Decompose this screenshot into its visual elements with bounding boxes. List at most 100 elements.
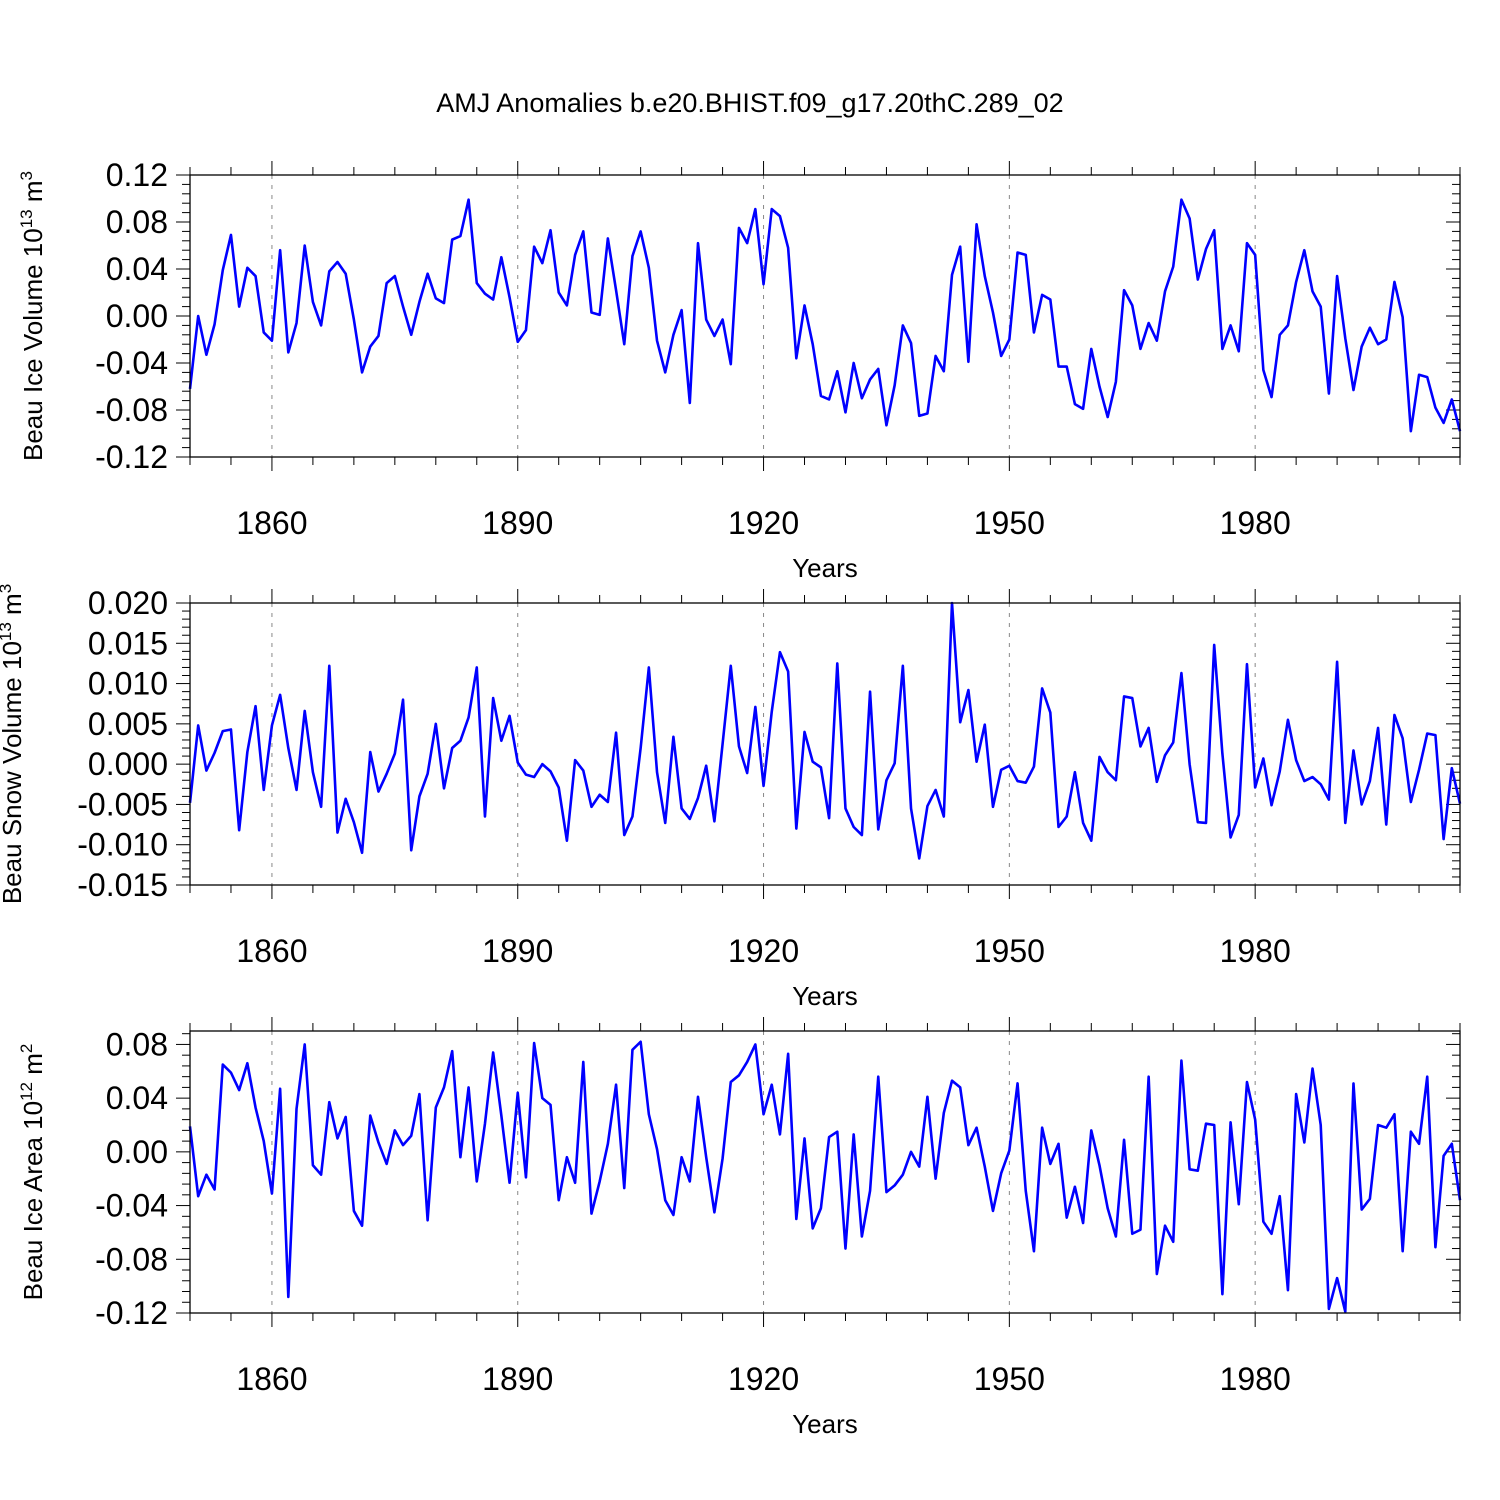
data-point <box>1197 821 1199 823</box>
data-point <box>1221 1293 1223 1295</box>
y-tick-label: 0.12 <box>106 157 168 193</box>
data-point <box>353 1210 355 1212</box>
data-point <box>213 752 215 754</box>
data-point <box>721 1157 723 1159</box>
data-point <box>1000 1172 1002 1174</box>
data-point <box>779 651 781 653</box>
data-point <box>230 1071 232 1073</box>
data-point <box>443 787 445 789</box>
data-point <box>869 1190 871 1192</box>
data-point <box>271 724 273 726</box>
data-point <box>1115 779 1117 781</box>
data-point <box>926 412 928 414</box>
data-point <box>566 839 568 841</box>
y-axis-label-ylabel-main: Beau Snow Volume 10 <box>0 641 27 904</box>
data-point <box>574 254 576 256</box>
data-point <box>525 1176 527 1178</box>
data-point <box>1106 1207 1108 1209</box>
data-point <box>353 821 355 823</box>
data-point <box>730 1081 732 1083</box>
data-point <box>1336 661 1338 663</box>
data-point <box>1164 290 1166 292</box>
data-point <box>648 267 650 269</box>
data-point <box>1426 732 1428 734</box>
data-point <box>738 227 740 229</box>
data-point <box>1246 242 1248 244</box>
data-point <box>844 1247 846 1249</box>
data-point <box>934 355 936 357</box>
y-tick-label: 0.08 <box>106 1026 168 1062</box>
x-tick-label: 1860 <box>236 933 307 969</box>
data-point <box>1180 198 1182 200</box>
data-point <box>828 1136 830 1138</box>
data-point <box>574 1182 576 1184</box>
data-point <box>1016 780 1018 782</box>
data-point <box>1016 251 1018 253</box>
data-point <box>1131 697 1133 699</box>
data-point <box>1385 1126 1387 1128</box>
data-point <box>508 1182 510 1184</box>
data-point <box>885 779 887 781</box>
data-point <box>1303 249 1305 251</box>
y-axis-label-ylabel-unit: m <box>18 180 48 209</box>
data-point <box>1246 663 1248 665</box>
data-point <box>1295 759 1297 761</box>
data-point <box>254 705 256 707</box>
data-point <box>1205 248 1207 250</box>
y-axis-label-ylabel-exp: 12 <box>17 1082 36 1101</box>
data-point <box>476 282 478 284</box>
data-point <box>951 274 953 276</box>
x-tick-label: 1950 <box>974 505 1045 541</box>
data-point <box>631 1049 633 1051</box>
data-point <box>492 1051 494 1053</box>
data-point <box>1025 781 1027 783</box>
y-axis-label-ylabel-unit: m <box>18 1053 48 1082</box>
data-point <box>222 730 224 732</box>
series-line-1 <box>190 200 1460 431</box>
data-point <box>1041 1126 1043 1128</box>
data-point <box>631 255 633 257</box>
data-point <box>713 820 715 822</box>
data-point <box>1369 1198 1371 1200</box>
data-point <box>738 1074 740 1076</box>
data-point <box>1295 281 1297 283</box>
data-point <box>828 398 830 400</box>
data-point <box>582 769 584 771</box>
data-point <box>377 1141 379 1143</box>
data-point <box>1213 1124 1215 1126</box>
data-point <box>1328 798 1330 800</box>
x-axis-label: Years <box>792 981 858 1011</box>
data-point <box>1328 1308 1330 1310</box>
y-tick-label: -0.04 <box>95 345 168 381</box>
data-point <box>1418 769 1420 771</box>
data-point <box>844 411 846 413</box>
data-point <box>648 1113 650 1115</box>
data-point <box>426 1219 428 1221</box>
data-point <box>1410 430 1412 432</box>
data-point <box>197 315 199 317</box>
x-tick-label: 1890 <box>482 505 553 541</box>
data-point <box>705 765 707 767</box>
data-point <box>1156 339 1158 341</box>
data-point <box>607 801 609 803</box>
chart-panel-2: 1860 1890 1920 1950 1980-0.015-0.010-0.0050.… <box>0 584 1461 1011</box>
data-point <box>934 789 936 791</box>
data-point <box>1229 324 1231 326</box>
data-point <box>1369 780 1371 782</box>
data-point <box>812 761 814 763</box>
data-point <box>918 857 920 859</box>
data-point <box>803 304 805 306</box>
data-point <box>1066 1216 1068 1218</box>
data-point <box>1049 711 1051 713</box>
data-point <box>263 1140 265 1142</box>
data-point <box>320 806 322 808</box>
data-point <box>1311 1067 1313 1069</box>
data-point <box>877 1075 879 1077</box>
data-point <box>287 1296 289 1298</box>
data-point <box>1377 727 1379 729</box>
data-point <box>1197 1169 1199 1171</box>
data-point <box>1287 719 1289 721</box>
data-point <box>861 397 863 399</box>
chart-panel-1: 1860 1890 1920 1950 1980 -0.12 -0.08 -0.04 0.00 0… <box>17 157 1461 583</box>
data-point <box>492 298 494 300</box>
